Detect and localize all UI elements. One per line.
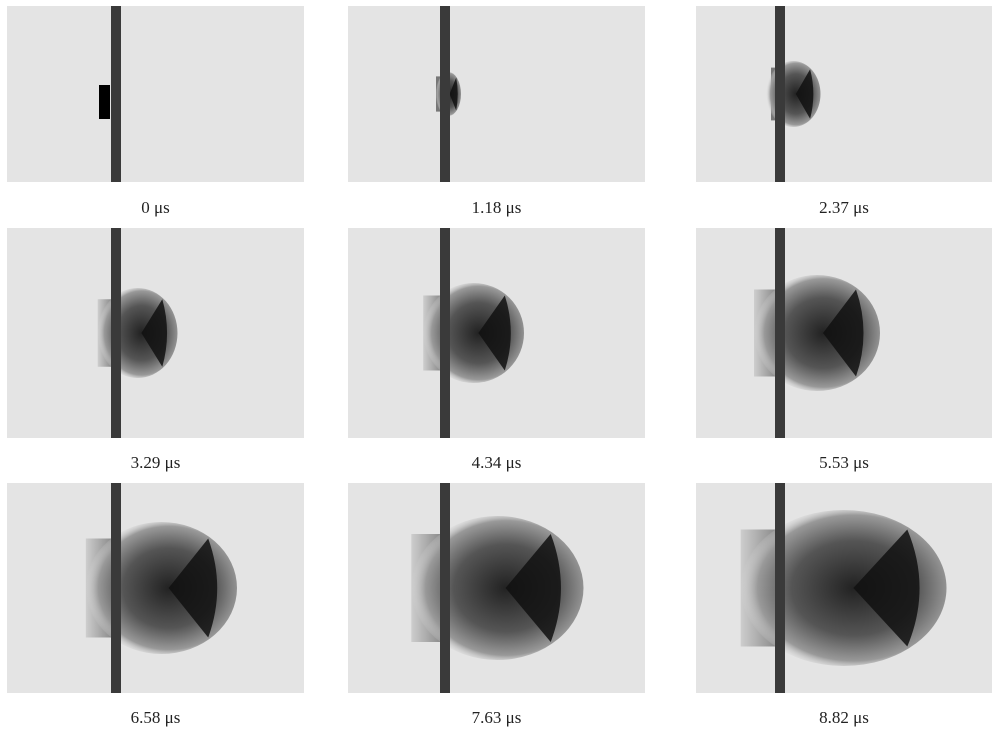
panel: 0 μs [7, 6, 304, 217]
panel-image [348, 6, 645, 182]
panel: 3.29 μs [7, 228, 304, 472]
panel: 5.53 μs [696, 228, 992, 472]
caption: 7.63 μs [472, 708, 522, 727]
caption: 5.53 μs [819, 453, 869, 472]
target-plate [111, 483, 121, 693]
panel: 2.37 μs [696, 6, 992, 217]
panel: 4.34 μs [348, 228, 645, 472]
target-plate [440, 483, 450, 693]
caption: 3.29 μs [131, 453, 181, 472]
caption: 2.37 μs [819, 198, 869, 217]
panel: 6.58 μs [7, 483, 304, 727]
target-plate [440, 6, 450, 182]
panel: 7.63 μs [348, 483, 645, 727]
panel-image [696, 6, 992, 182]
target-plate [111, 228, 121, 438]
caption: 8.82 μs [819, 708, 869, 727]
target-plate [775, 6, 785, 182]
target-plate [775, 228, 785, 438]
figure: 0 μs 1.18 μs 2.37 μs 3.29 μs 4.34 μs 5.53 μs 6… [0, 0, 997, 729]
caption: 1.18 μs [472, 198, 522, 217]
caption: 4.34 μs [472, 453, 522, 472]
target-plate [775, 483, 785, 693]
panel: 8.82 μs [696, 483, 992, 727]
caption: 0 μs [141, 198, 169, 217]
panel-image [7, 6, 304, 182]
target-plate [111, 6, 121, 182]
panel: 1.18 μs [348, 6, 645, 217]
projectile [99, 85, 110, 119]
target-plate [440, 228, 450, 438]
caption: 6.58 μs [131, 708, 181, 727]
